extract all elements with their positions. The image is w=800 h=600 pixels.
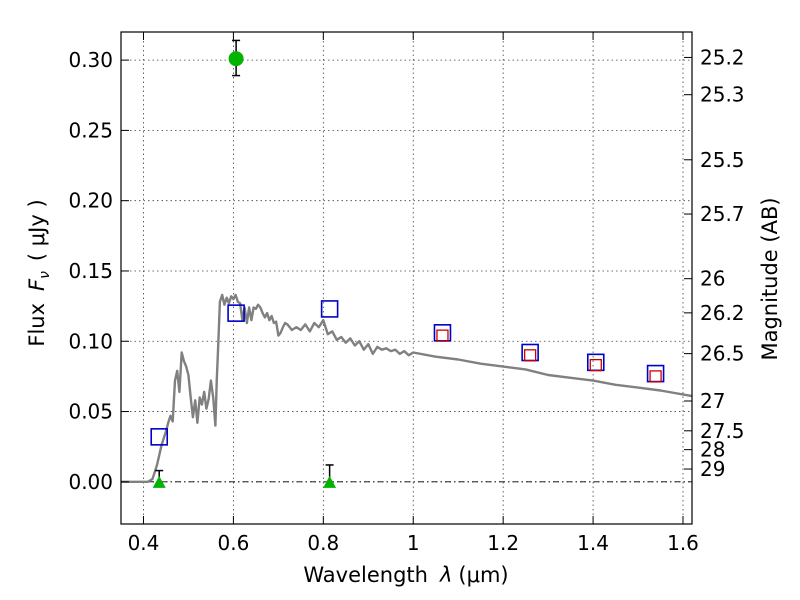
y-tick-label: 0.05	[68, 400, 113, 424]
x-tick-label: 1.4	[577, 531, 609, 555]
y-tick-label: 0.25	[68, 118, 113, 142]
magnitude-tick-label: 27	[700, 389, 725, 413]
magnitude-tick-label: 25.5	[700, 148, 745, 172]
x-axis-label: Wavelength λ (μm)	[303, 563, 508, 587]
magnitude-tick-label: 27.5	[700, 419, 745, 443]
magnitude-tick-label: 25.3	[700, 83, 745, 107]
magnitude-tick-label: 26.5	[700, 342, 745, 366]
y-tick-label: 0.30	[68, 48, 113, 72]
data-markers	[150, 39, 665, 488]
y-axis-label: FluxFν( μJy )	[25, 199, 53, 346]
y2-axis-label: Magnitude (AB)	[758, 197, 782, 360]
model-photometry-square	[150, 428, 169, 446]
y-tick-label: 0.15	[68, 259, 113, 283]
x-tick-label: 1	[407, 531, 420, 555]
x-tick-label: 1.2	[487, 531, 519, 555]
upper-limit-triangle	[323, 475, 337, 488]
x-tick-label: 0.8	[307, 531, 339, 555]
upper-limit-triangle	[152, 475, 166, 488]
observed-flux-square	[649, 370, 662, 383]
y-tick-label: 0.10	[68, 329, 113, 353]
y-tick-label: 0.20	[68, 189, 113, 213]
x-tick-label: 1.6	[667, 531, 699, 555]
magnitude-tick-label: 25.7	[700, 202, 745, 226]
observed-flux-square	[436, 329, 449, 342]
detection-point	[228, 51, 244, 67]
x-tick-label: 0.6	[217, 531, 249, 555]
grid-lines	[121, 32, 692, 524]
magnitude-tick-label: 25.2	[700, 45, 745, 69]
magnitude-tick-label: 26	[700, 267, 725, 291]
axis-ticks: 0.4 0.6 0.8 1 1.2 1.4 1.6 0.00 0.05 0.10 0.15 0.20 0…	[68, 32, 745, 555]
plot-frame	[120, 31, 693, 525]
model-photometry-square	[227, 304, 245, 322]
model-sed-line	[121, 293, 693, 483]
y-tick-label: 0.00	[68, 470, 113, 494]
magnitude-tick-label: 26.2	[700, 301, 745, 325]
observed-flux-square	[523, 349, 537, 362]
magnitude-tick-label: 28	[700, 438, 725, 462]
magnitude-tick-label: 29	[700, 457, 725, 481]
x-tick-label: 0.4	[128, 531, 160, 555]
observed-flux-square	[589, 359, 602, 372]
model-photometry-square	[320, 300, 339, 318]
